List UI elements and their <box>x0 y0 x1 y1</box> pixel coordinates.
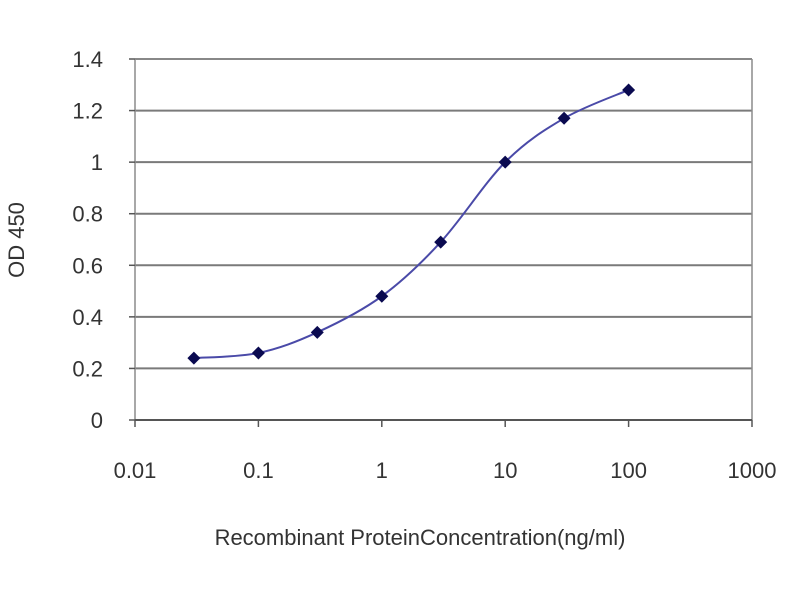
series-line <box>193 89 630 360</box>
x-tick-label: 10 <box>493 458 517 483</box>
y-axis-title: OD 450 <box>4 202 29 278</box>
y-tick-label: 0.4 <box>72 305 103 330</box>
y-tick-label: 0.2 <box>72 356 103 381</box>
y-tick-label: 1.4 <box>72 47 103 72</box>
plot-frame <box>129 58 753 421</box>
data-point <box>498 155 512 169</box>
y-tick-label: 1.2 <box>72 99 103 124</box>
x-tick-label: 1000 <box>728 458 777 483</box>
y-axis-ticks: 0 0.2 0.4 0.6 0.8 1 1.2 1.4 <box>72 47 103 433</box>
x-tick-label: 0.01 <box>114 458 157 483</box>
data-series <box>187 83 636 365</box>
y-tick-label: 0.8 <box>72 202 103 227</box>
x-tick-label: 0.1 <box>243 458 274 483</box>
data-point <box>187 351 201 365</box>
y-tick-label: 1 <box>91 150 103 175</box>
data-point <box>375 289 389 303</box>
x-axis-title: Recombinant ProteinConcentration(ng/ml) <box>215 525 626 550</box>
y-tick-label: 0 <box>91 408 103 433</box>
data-point <box>251 346 265 360</box>
data-point <box>434 235 448 249</box>
x-tick-label: 100 <box>610 458 647 483</box>
data-point <box>310 325 324 339</box>
data-point <box>622 83 636 97</box>
y-tick-label: 0.6 <box>72 253 103 278</box>
data-point <box>557 111 571 125</box>
x-axis-ticks: 0.01 0.1 1 10 100 1000 <box>114 420 777 483</box>
x-tick-label: 1 <box>376 458 388 483</box>
